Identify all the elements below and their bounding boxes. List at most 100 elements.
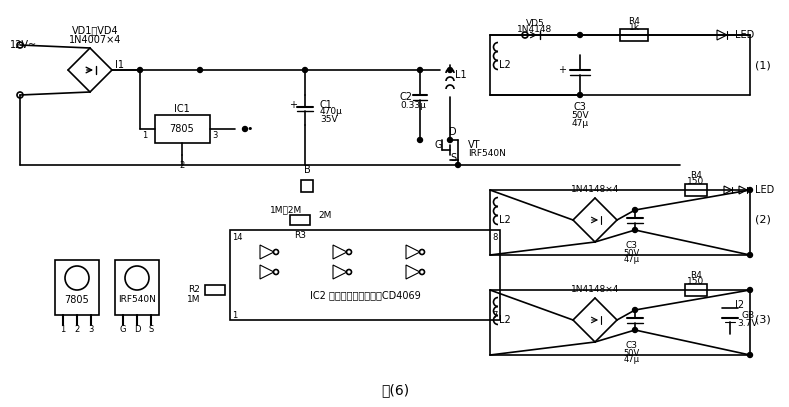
Text: 50V: 50V	[571, 110, 589, 120]
Circle shape	[17, 42, 23, 48]
Text: I2: I2	[735, 300, 745, 310]
Text: L1: L1	[455, 70, 466, 80]
Text: 150: 150	[687, 278, 705, 287]
Circle shape	[346, 269, 352, 274]
Text: 1N4007×4: 1N4007×4	[69, 35, 122, 45]
Bar	[155, 115, 210, 143]
Text: IC1: IC1	[174, 104, 190, 114]
Circle shape	[747, 352, 753, 357]
Text: 7805: 7805	[170, 124, 194, 134]
Text: B: B	[304, 165, 310, 175]
Text: S: S	[148, 326, 154, 335]
Circle shape	[447, 138, 453, 142]
Text: 3: 3	[212, 131, 218, 140]
Text: C3: C3	[626, 341, 638, 350]
Circle shape	[447, 68, 453, 72]
Text: I1: I1	[115, 60, 125, 70]
Bar	[685, 184, 707, 196]
Text: C3: C3	[574, 102, 586, 112]
Text: R2: R2	[188, 285, 200, 295]
Circle shape	[522, 32, 528, 38]
Text: 7: 7	[492, 311, 498, 319]
Circle shape	[346, 249, 352, 254]
Text: C2: C2	[400, 92, 413, 102]
Text: 2: 2	[74, 326, 80, 335]
Text: 50V: 50V	[624, 249, 640, 258]
Circle shape	[420, 269, 424, 274]
Text: +: +	[558, 65, 566, 75]
Text: GB: GB	[742, 311, 754, 319]
Text: 2M: 2M	[318, 210, 331, 219]
Text: 8: 8	[492, 234, 498, 243]
Text: 1N4148×4: 1N4148×4	[570, 285, 619, 295]
Circle shape	[274, 249, 279, 254]
Text: 1: 1	[232, 311, 237, 319]
Text: 3.7V: 3.7V	[738, 319, 758, 328]
Circle shape	[633, 328, 638, 333]
Circle shape	[633, 308, 638, 313]
Text: G: G	[434, 140, 442, 150]
Circle shape	[633, 208, 638, 212]
Text: VD1～VD4: VD1～VD4	[72, 25, 118, 35]
Circle shape	[455, 162, 461, 168]
Bar	[301, 180, 313, 192]
Bar	[115, 260, 159, 315]
Bar	[205, 285, 225, 295]
Bar	[685, 284, 707, 296]
Text: 2: 2	[179, 160, 185, 169]
Text: 35V: 35V	[320, 116, 338, 125]
Circle shape	[417, 68, 422, 72]
Text: VT: VT	[468, 140, 481, 150]
Text: R3: R3	[294, 230, 306, 239]
Circle shape	[747, 188, 753, 193]
Bar	[230, 230, 500, 320]
Circle shape	[137, 68, 143, 72]
Circle shape	[17, 92, 23, 98]
Text: 1: 1	[61, 326, 65, 335]
Text: 150: 150	[687, 177, 705, 186]
Circle shape	[578, 92, 582, 98]
Text: 1N4148×4: 1N4148×4	[570, 186, 619, 195]
Circle shape	[747, 252, 753, 258]
Bar	[290, 215, 310, 225]
Text: D: D	[449, 127, 457, 137]
Text: 图(6): 图(6)	[381, 383, 409, 397]
Text: L2: L2	[499, 60, 510, 70]
Circle shape	[417, 138, 422, 142]
Circle shape	[633, 228, 638, 232]
Circle shape	[197, 68, 203, 72]
Text: (1): (1)	[755, 60, 771, 70]
Text: 12V~: 12V~	[10, 40, 37, 50]
Text: 47µ: 47µ	[624, 256, 640, 265]
Circle shape	[420, 249, 424, 254]
Circle shape	[274, 269, 279, 274]
Text: (2): (2)	[755, 215, 771, 225]
Bar	[55, 260, 99, 315]
Text: •: •	[247, 124, 253, 134]
Text: 1M～2M: 1M～2M	[270, 206, 302, 214]
Text: IRF540N: IRF540N	[118, 295, 156, 304]
Text: LED: LED	[735, 30, 754, 40]
Text: 3: 3	[88, 326, 94, 335]
Text: 0.33µ: 0.33µ	[400, 101, 426, 109]
Text: S: S	[450, 153, 456, 163]
Text: 1N4148: 1N4148	[518, 26, 552, 35]
Circle shape	[747, 287, 753, 293]
Text: LED: LED	[755, 185, 774, 195]
Text: 470µ: 470µ	[320, 107, 343, 116]
Text: C1: C1	[320, 100, 333, 110]
Text: 1: 1	[142, 131, 148, 140]
Text: D: D	[134, 326, 140, 335]
Text: IRF540N: IRF540N	[468, 149, 506, 158]
Circle shape	[242, 127, 248, 131]
Text: R4: R4	[690, 171, 702, 180]
Text: (3): (3)	[755, 315, 771, 325]
Text: R4: R4	[628, 17, 640, 26]
Circle shape	[65, 266, 89, 290]
Text: 1k: 1k	[629, 22, 640, 31]
Text: 14: 14	[232, 234, 242, 243]
Text: R4: R4	[690, 271, 702, 280]
Circle shape	[125, 266, 149, 290]
Text: G: G	[120, 326, 126, 335]
Text: 47µ: 47µ	[571, 118, 589, 127]
